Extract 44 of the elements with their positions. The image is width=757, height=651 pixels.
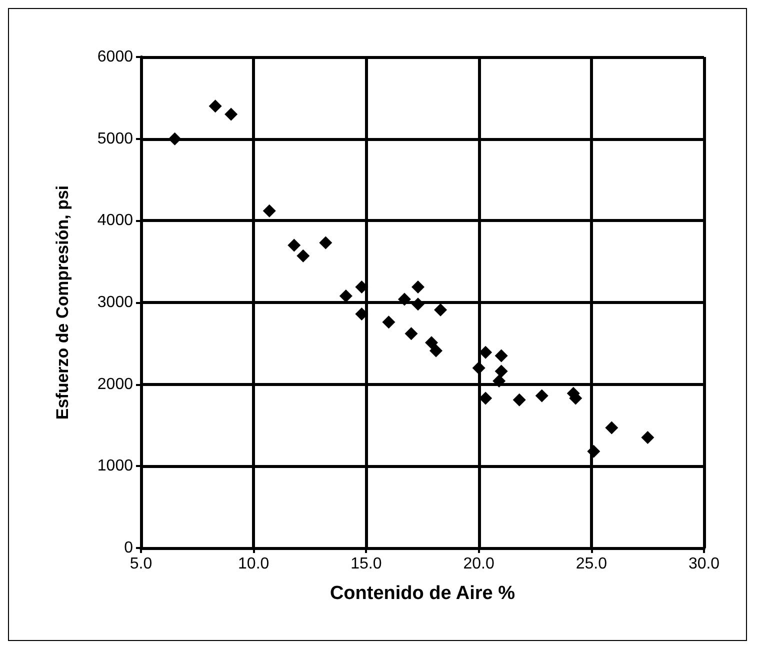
- point: [430, 344, 443, 358]
- point: [398, 292, 411, 306]
- y-tick-label: 0: [124, 540, 134, 556]
- point: [494, 364, 508, 378]
- y-tick-label: 5000: [97, 130, 134, 148]
- point: [355, 307, 368, 320]
- point: [479, 346, 492, 359]
- point: [224, 108, 238, 121]
- point: [355, 280, 368, 294]
- point: [168, 132, 182, 146]
- point: [382, 316, 396, 329]
- point: [411, 280, 424, 294]
- point: [605, 421, 618, 434]
- point: [641, 431, 654, 444]
- point: [319, 236, 332, 250]
- x-tick-label: 20.0: [463, 556, 494, 572]
- point: [494, 349, 508, 362]
- x-tick-label: 15.0: [350, 556, 382, 572]
- y-tick-label: 2000: [97, 376, 134, 393]
- point: [479, 392, 492, 405]
- point: [535, 389, 548, 402]
- point: [339, 289, 352, 302]
- point: [425, 336, 438, 350]
- point: [208, 100, 222, 113]
- y-tick-label: 4000: [97, 212, 134, 230]
- point: [492, 374, 506, 388]
- point: [262, 204, 276, 218]
- point: [587, 444, 600, 458]
- y-axis-title: Esfuerzo de Compresión, psi: [53, 185, 72, 420]
- point: [296, 249, 310, 262]
- point: [404, 327, 418, 340]
- y-tick-label: 1000: [97, 458, 134, 475]
- y-tick-label: 3000: [97, 294, 134, 311]
- point: [472, 361, 486, 374]
- x-tick-label: 25.0: [576, 556, 608, 572]
- x-tick-label: 10.0: [238, 556, 270, 572]
- point: [512, 393, 526, 406]
- x-tick-label: 30.0: [688, 556, 720, 572]
- x-axis-title: Contenido de Aire %: [330, 583, 516, 604]
- y-tick-label: 6000: [97, 48, 134, 66]
- x-tick-label: 5.0: [130, 556, 152, 572]
- point: [434, 303, 448, 316]
- point: [411, 298, 424, 311]
- point: [288, 238, 301, 252]
